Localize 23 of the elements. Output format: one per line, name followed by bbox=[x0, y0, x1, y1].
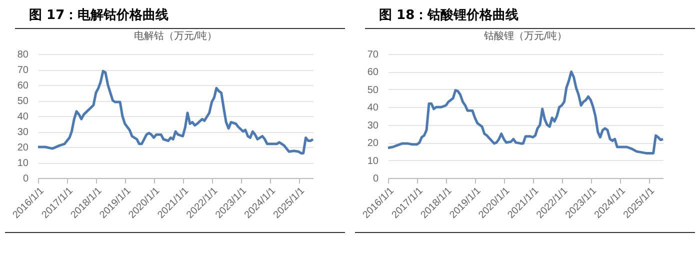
y-tick-label: 10 bbox=[17, 158, 29, 169]
chart-title: 图 18：钴酸锂价格曲线 bbox=[365, 0, 695, 29]
line-series bbox=[36, 70, 314, 154]
chart-subtitle: 钴酸锂（万元/吨） bbox=[482, 30, 568, 42]
y-tick-label: 30 bbox=[367, 120, 379, 132]
y-tick-label: 40 bbox=[17, 112, 29, 122]
y-tick-label: 50 bbox=[367, 84, 379, 96]
y-tick-label: 60 bbox=[17, 80, 29, 92]
y-tick-label: 20 bbox=[17, 142, 29, 154]
y-tick-label: 0 bbox=[372, 174, 379, 184]
y-tick-label: 10 bbox=[367, 156, 379, 167]
chart-subtitle: 电解钴（万元/吨） bbox=[134, 30, 218, 42]
y-tick-label: 70 bbox=[367, 50, 379, 60]
y-tick-label: 60 bbox=[367, 67, 379, 78]
y-tick-label: 40 bbox=[367, 102, 379, 114]
y-tick-label: 20 bbox=[367, 138, 379, 150]
y-tick-label: 80 bbox=[17, 50, 29, 60]
y-tick-label: 30 bbox=[17, 127, 29, 138]
y-tick-label: 0 bbox=[22, 174, 29, 184]
line-series bbox=[386, 70, 664, 154]
y-tick-label: 50 bbox=[17, 96, 29, 107]
y-tick-label: 70 bbox=[17, 65, 29, 76]
chart-title: 图 17：电解钴价格曲线 bbox=[15, 0, 345, 29]
